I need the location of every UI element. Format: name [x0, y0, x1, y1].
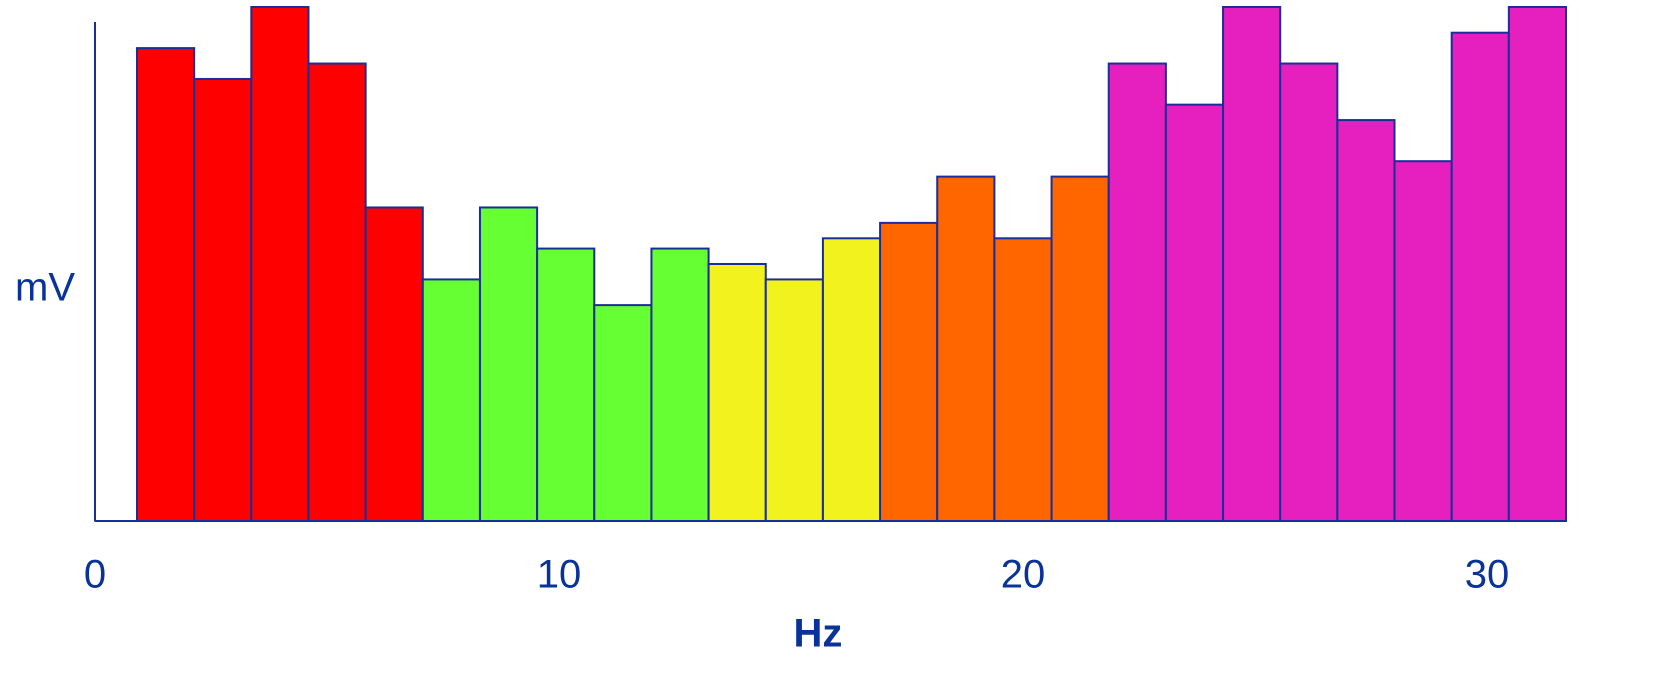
- bar: [823, 238, 880, 521]
- chart: mV Hz 0 10 20 30: [0, 0, 1659, 695]
- bar: [137, 48, 194, 521]
- bar: [1395, 161, 1452, 521]
- bar: [308, 64, 365, 521]
- x-axis-label: Hz: [794, 612, 843, 656]
- x-tick-label: 20: [1001, 553, 1046, 597]
- bar: [251, 7, 308, 521]
- bar: [537, 249, 594, 521]
- bar: [1223, 7, 1280, 521]
- y-axis-label: mV: [15, 266, 75, 310]
- bar: [880, 223, 937, 521]
- bar: [709, 264, 766, 521]
- x-tick-label: 30: [1465, 553, 1510, 597]
- bar: [480, 207, 537, 521]
- x-tick-label: 0: [84, 553, 106, 597]
- bar: [651, 249, 708, 521]
- bar: [423, 279, 480, 521]
- bar: [194, 79, 251, 521]
- bar: [1280, 64, 1337, 521]
- bar: [1452, 33, 1509, 521]
- bar: [1109, 64, 1166, 521]
- bar: [594, 305, 651, 521]
- bar: [1509, 7, 1566, 521]
- bar: [937, 177, 994, 521]
- bar: [1052, 177, 1109, 521]
- bar: [366, 207, 423, 521]
- bar: [1166, 105, 1223, 521]
- bar: [1337, 120, 1394, 521]
- bar: [766, 279, 823, 521]
- bar: [994, 238, 1051, 521]
- x-tick-label: 10: [537, 553, 582, 597]
